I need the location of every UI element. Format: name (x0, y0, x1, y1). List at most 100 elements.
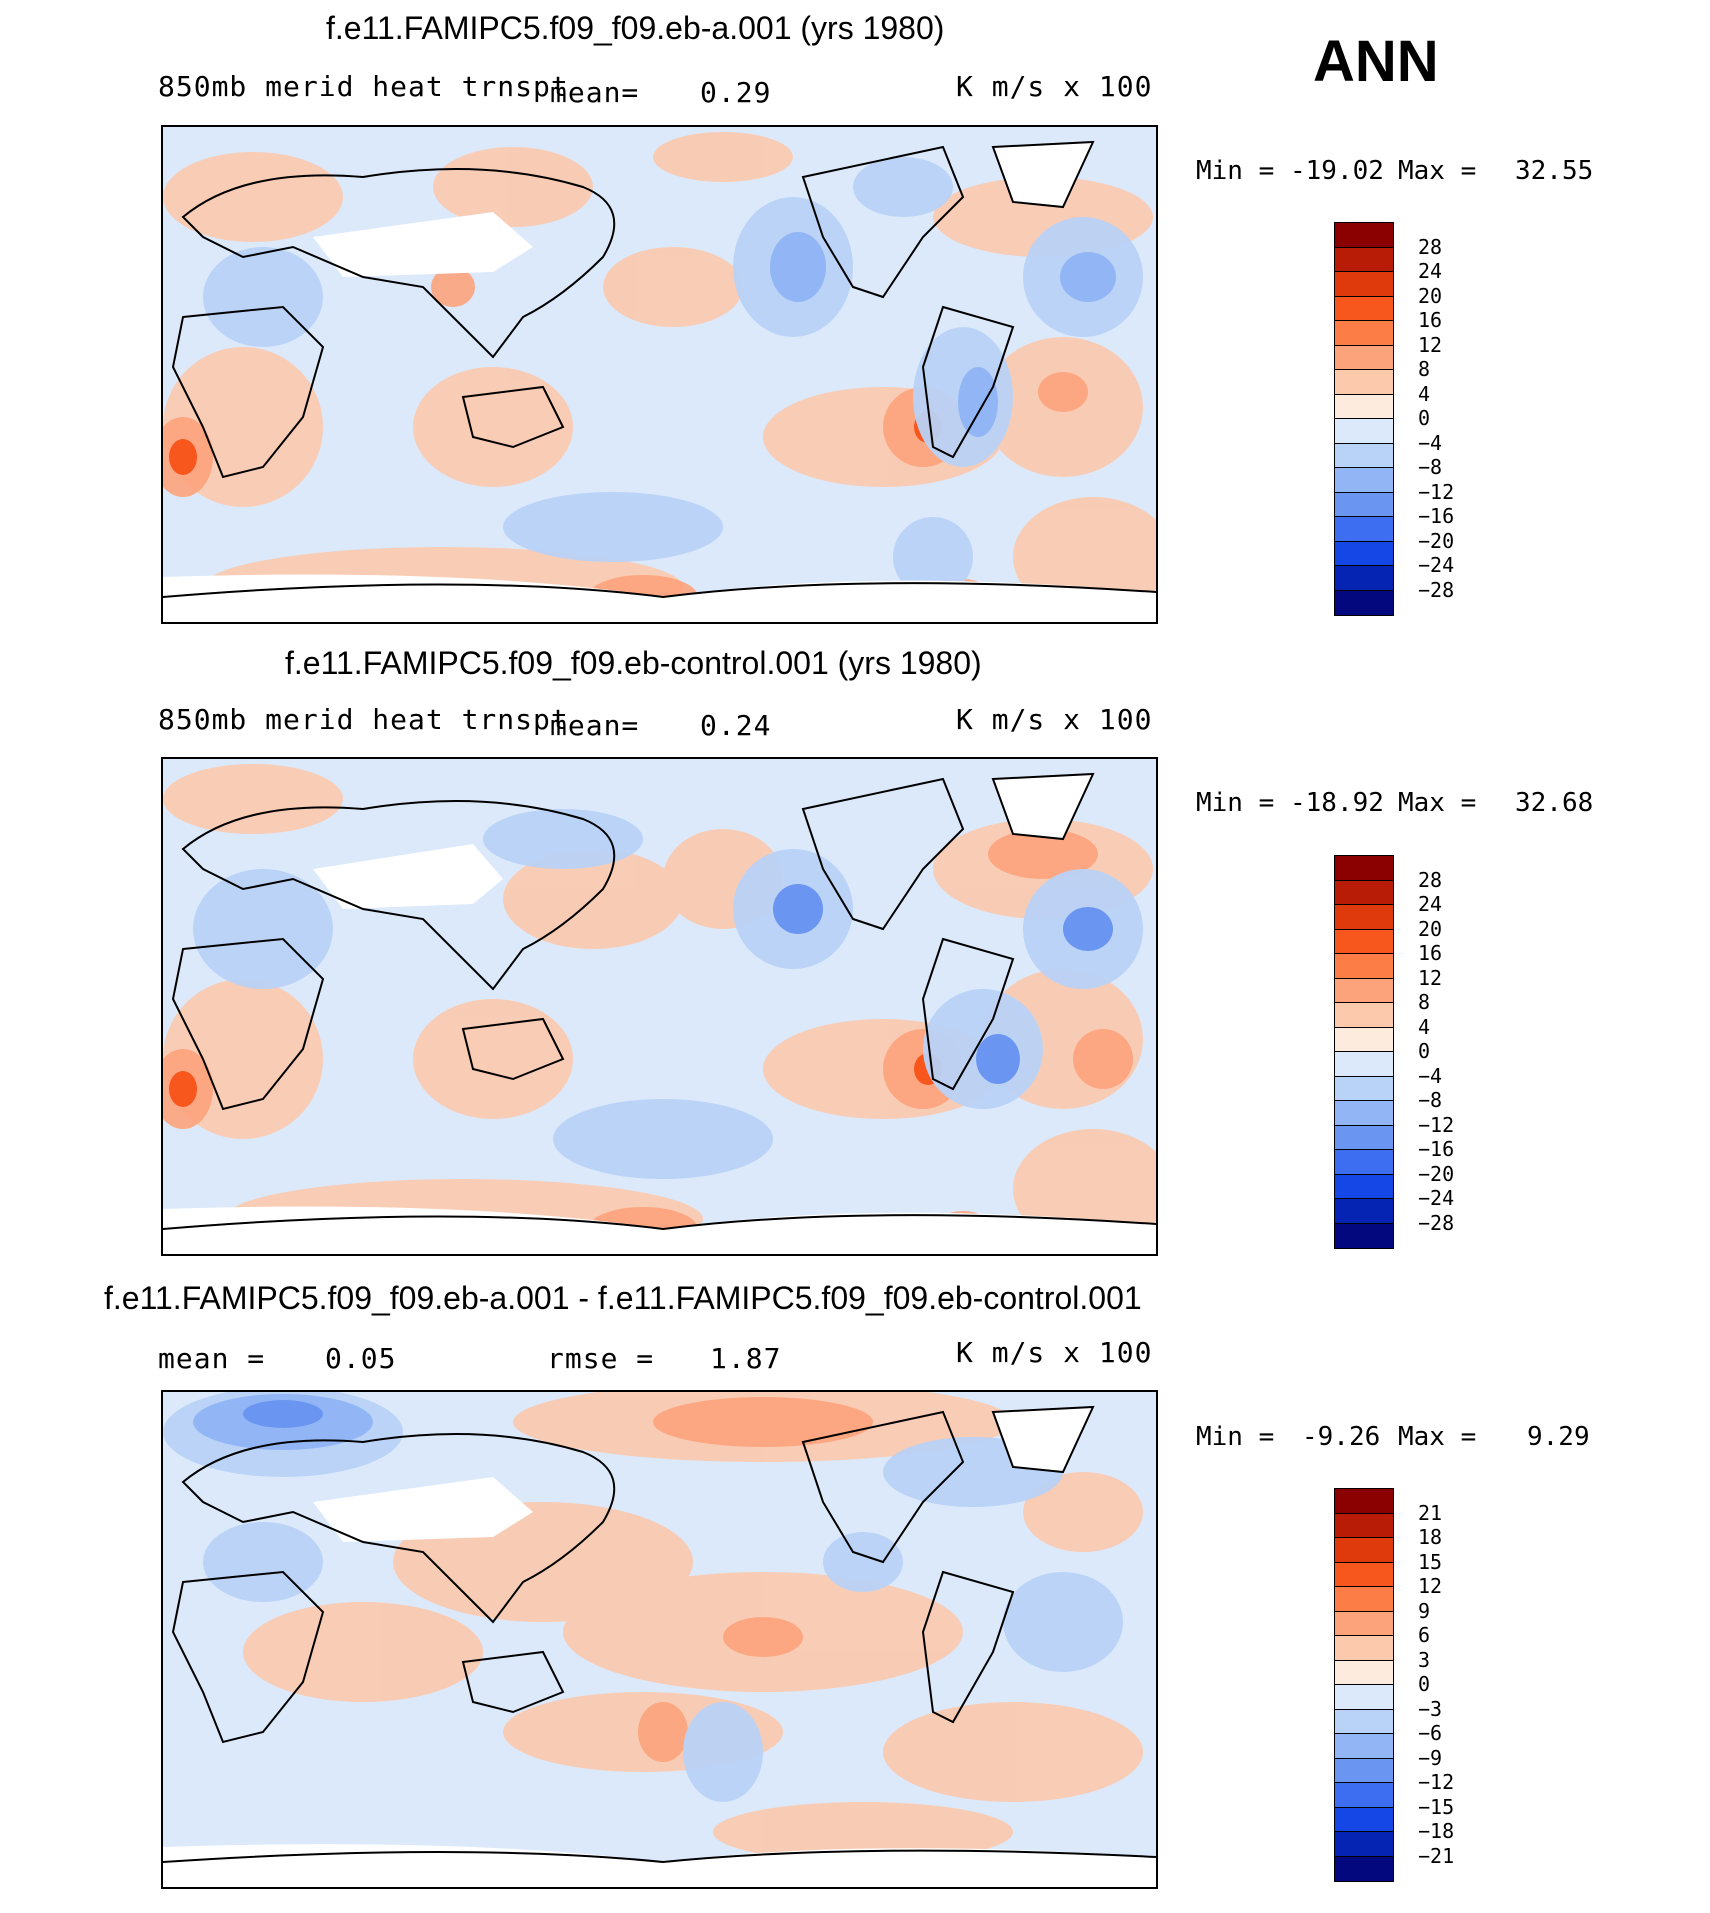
panel-3-map (161, 1390, 1158, 1889)
colorbar-box (1335, 443, 1393, 468)
colorbar-box (1335, 394, 1393, 419)
colorbar-tick-label: −24 (1418, 1186, 1455, 1210)
colorbar-tick-label: −9 (1418, 1745, 1443, 1770)
colorbar-tick-label: −15 (1418, 1794, 1455, 1819)
colorbar-box (1335, 978, 1393, 1003)
colorbar-tick-label: 16 (1418, 308, 1443, 332)
season-label: ANN (1313, 29, 1439, 94)
colorbar-box (1335, 223, 1393, 248)
colorbar-tick-label: 24 (1418, 259, 1443, 283)
colorbar-box (1335, 1856, 1393, 1881)
colorbar-box (1335, 492, 1393, 517)
colorbar-box (1335, 247, 1393, 272)
panel-3-units: K m/s x 100 (956, 1336, 1153, 1369)
colorbar-box (1335, 1489, 1393, 1514)
panel-2-title: f.e11.FAMIPC5.f09_f09.eb-control.001 (yr… (285, 645, 982, 681)
colorbar-box (1335, 1150, 1393, 1175)
colorbar-tick-label: −20 (1418, 1161, 1455, 1186)
colorbar-box (1335, 345, 1393, 370)
panel-2-variable: 850mb merid heat trnspt (158, 703, 569, 736)
colorbar-box (1335, 1832, 1393, 1857)
panel-2-min-value: -18.92 (1290, 788, 1384, 818)
colorbar-tick-label: 18 (1418, 1525, 1443, 1549)
colorbar-box (1335, 1223, 1393, 1248)
panel-3-max-value: 9.29 (1527, 1422, 1590, 1452)
panel-3-min-value: -9.26 (1302, 1422, 1381, 1452)
colorbar-box (1335, 954, 1393, 979)
colorbar-tick-label: −4 (1418, 430, 1443, 455)
colorbar-box (1335, 880, 1393, 905)
colorbar-tick-label: −16 (1418, 1137, 1455, 1161)
colorbar-tick-label: −20 (1418, 528, 1455, 553)
colorbar-tick-label: 21 (1418, 1500, 1443, 1525)
colorbar-tick-label: 16 (1418, 941, 1443, 965)
panel-1-min-label: Min = (1196, 156, 1275, 186)
colorbar-box (1335, 419, 1393, 444)
colorbar-box (1335, 541, 1393, 566)
colorbar-box (1335, 370, 1393, 395)
colorbar-box (1335, 1807, 1393, 1832)
colorbar-tick-label: 4 (1418, 1014, 1431, 1039)
colorbar-tick-label: 28 (1418, 867, 1443, 892)
colorbar-tick-label: 8 (1418, 990, 1431, 1014)
colorbar-tick-label: 20 (1418, 916, 1443, 941)
colorbar-box (1335, 905, 1393, 930)
colorbar-tick-label: 3 (1418, 1647, 1431, 1672)
panel-2-max-value: 32.68 (1515, 788, 1594, 818)
panel-2-map (161, 757, 1158, 1256)
colorbar-box (1335, 1101, 1393, 1126)
colorbar-box (1335, 1709, 1393, 1734)
colorbar-box (1335, 856, 1393, 881)
colorbar-box (1335, 929, 1393, 954)
panel-3-rmse-value: 1.87 (710, 1342, 782, 1375)
panel-3-mean-value: 0.05 (325, 1342, 397, 1375)
panel-3-mean-label: mean = (158, 1342, 266, 1375)
colorbar-box (1335, 1587, 1393, 1612)
colorbar-tick-label: 12 (1418, 332, 1443, 357)
panel-2-colorbar (1334, 855, 1394, 1249)
colorbar-box (1335, 566, 1393, 591)
colorbar-tick-label: −16 (1418, 504, 1455, 528)
colorbar-box (1335, 1199, 1393, 1224)
colorbar-box (1335, 1660, 1393, 1685)
colorbar-tick-label: 0 (1418, 1672, 1431, 1696)
colorbar-box (1335, 590, 1393, 615)
panel-2-units: K m/s x 100 (956, 703, 1153, 736)
colorbar-box (1335, 1611, 1393, 1636)
colorbar-tick-label: 15 (1418, 1549, 1443, 1574)
colorbar-tick-label: −28 (1418, 577, 1455, 602)
colorbar-box (1335, 321, 1393, 346)
panel-2-mean-value: 0.24 (700, 709, 772, 742)
panel-2-min-label: Min = (1196, 788, 1275, 818)
panel-3-min-label: Min = (1196, 1422, 1275, 1452)
colorbar-box (1335, 1027, 1393, 1052)
colorbar-box (1335, 1562, 1393, 1587)
colorbar-box (1335, 1758, 1393, 1783)
colorbar-tick-label: −4 (1418, 1063, 1443, 1088)
colorbar-tick-label: −12 (1418, 1112, 1455, 1137)
colorbar-tick-label: −3 (1418, 1696, 1443, 1721)
panel-1-max-label: Max = (1398, 156, 1477, 186)
colorbar-tick-label: 0 (1418, 406, 1431, 430)
panel-3-rmse-label: rmse = (547, 1342, 655, 1375)
panel-1-colorbar (1334, 222, 1394, 616)
colorbar-box (1335, 1734, 1393, 1759)
panel-1-units: K m/s x 100 (956, 70, 1153, 103)
colorbar-tick-label: −8 (1418, 1088, 1443, 1112)
colorbar-box (1335, 1174, 1393, 1199)
colorbar-box (1335, 1636, 1393, 1661)
colorbar-box (1335, 296, 1393, 321)
colorbar-tick-label: −28 (1418, 1210, 1455, 1235)
colorbar-box (1335, 517, 1393, 542)
colorbar-tick-label: 8 (1418, 357, 1431, 381)
panel-3-max-label: Max = (1398, 1422, 1477, 1452)
colorbar-box (1335, 1538, 1393, 1563)
colorbar-box (1335, 1513, 1393, 1538)
panel-2-mean-label: mean= (550, 709, 640, 742)
colorbar-box (1335, 272, 1393, 297)
colorbar-tick-label: −6 (1418, 1721, 1443, 1745)
colorbar-box (1335, 1076, 1393, 1101)
colorbar-box (1335, 1003, 1393, 1028)
colorbar-box (1335, 1685, 1393, 1710)
colorbar-tick-label: −8 (1418, 455, 1443, 479)
